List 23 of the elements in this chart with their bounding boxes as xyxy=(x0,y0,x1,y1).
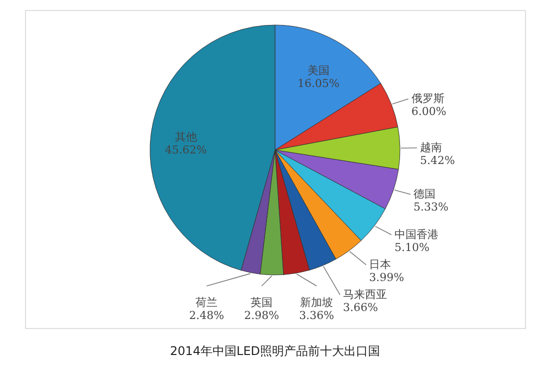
slice-label: 英国 xyxy=(250,296,273,309)
data-label: 3.99% xyxy=(369,270,404,284)
data-label: 5.10% xyxy=(394,240,430,254)
slice-label: 中国香港 xyxy=(394,228,438,241)
slice-label: 俄罗斯 xyxy=(411,92,444,105)
data-label: 45.62% xyxy=(164,144,207,157)
data-label: 3.36% xyxy=(299,309,334,322)
data-label: 2.48% xyxy=(189,309,224,322)
slice-label: 马来西亚 xyxy=(343,288,388,301)
slice-label: 美国 xyxy=(307,64,330,78)
data-label: 2.98% xyxy=(244,309,280,322)
slice-label: 越南 xyxy=(420,140,442,154)
slice-label: 新加坡 xyxy=(300,296,334,309)
data-label: 3.66% xyxy=(343,300,378,314)
slice-label: 日本 xyxy=(369,258,392,271)
data-label: 6.00% xyxy=(411,104,446,118)
slice-label: 德国 xyxy=(414,187,436,200)
data-label: 16.05% xyxy=(298,77,340,90)
slice-label: 荷兰 xyxy=(196,296,218,309)
slice-label: 其他 xyxy=(174,130,197,144)
data-label: 5.33% xyxy=(414,200,448,214)
data-label: 5.42% xyxy=(420,154,455,167)
text: 2014年中国LED照明产品前十大出口国 xyxy=(170,344,380,358)
